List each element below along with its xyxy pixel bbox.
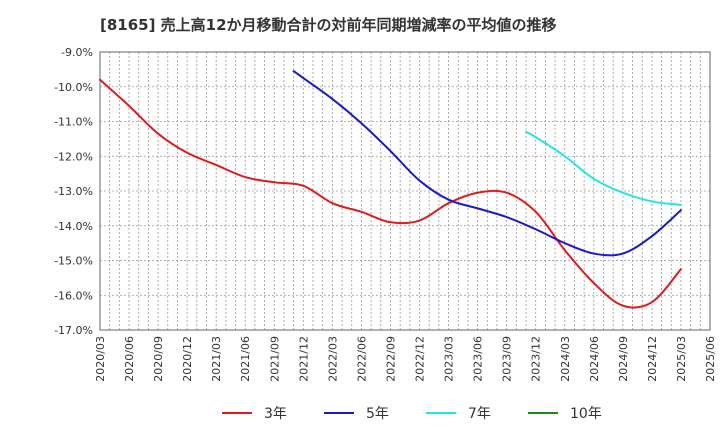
y-tick-label: -10.0% [54, 81, 93, 94]
legend-label: 5年 [366, 406, 389, 422]
plot-frame [99, 51, 711, 331]
x-tick-label: 2021/06 [239, 336, 252, 382]
legend-layer: 3年 5年 7年 10年 [222, 406, 602, 422]
y-tick-label: -9.0% [61, 46, 93, 59]
x-tick-label: 2022/03 [326, 336, 339, 382]
legend-label: 7年 [468, 406, 491, 422]
x-tick-label: 2020/12 [181, 336, 194, 382]
x-tick-label: 2022/09 [384, 336, 397, 382]
legend-label: 10年 [570, 406, 602, 422]
x-tick-label: 2021/09 [268, 336, 281, 382]
y-tick-label: -11.0% [54, 116, 93, 129]
series-line-2 [292, 70, 682, 257]
x-tick-label: 2023/12 [530, 336, 543, 382]
y-tick-label: -13.0% [54, 185, 93, 198]
legend-label: 3年 [264, 406, 287, 422]
x-tick-label: 2022/12 [414, 336, 427, 382]
x-tick-label: 2024/03 [559, 336, 572, 382]
x-tick-label: 2021/03 [210, 336, 223, 382]
x-tick-label: 2024/09 [617, 336, 630, 382]
series-line-1 [99, 78, 682, 309]
chart-title: [8165] 売上高12か月移動合計の対前年同期増減率の平均値の推移 [100, 16, 557, 34]
x-tick-label: 2020/03 [94, 336, 107, 382]
x-tick-label: 2023/03 [443, 336, 456, 382]
x-tick-label: 2024/06 [588, 336, 601, 382]
y-tick-label: -12.0% [54, 150, 93, 163]
x-tick-label: 2021/12 [297, 336, 310, 382]
x-tick-label: 2022/06 [355, 336, 368, 382]
x-tick-label: 2025/03 [675, 336, 688, 382]
series-line-3 [525, 130, 682, 206]
x-tick-label: 2023/09 [501, 336, 514, 382]
y-tick-label: -16.0% [54, 289, 93, 302]
axis-layer: -9.0% -10.0% -11.0% -12.0% -13.0% -14.0% -15.0… [54, 46, 717, 382]
y-tick-label: -14.0% [54, 220, 93, 233]
x-tick-label: 2020/06 [123, 336, 136, 382]
series-layer [99, 70, 682, 309]
y-tick-label: -17.0% [54, 324, 93, 337]
x-tick-label: 2025/06 [704, 336, 717, 382]
x-tick-label: 2020/09 [152, 336, 165, 382]
x-tick-label: 2024/12 [646, 336, 659, 382]
x-tick-label: 2023/06 [472, 336, 485, 382]
y-tick-label: -15.0% [54, 255, 93, 268]
